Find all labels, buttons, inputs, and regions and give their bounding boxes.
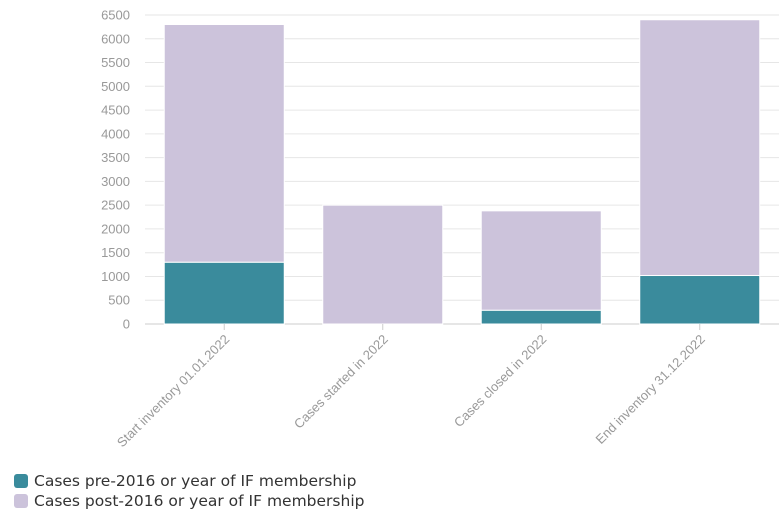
bar-segment-pre-2016[interactable] xyxy=(163,261,285,325)
bar-segment-post-2016[interactable] xyxy=(480,210,602,311)
legend: Cases pre-2016 or year of IF membership … xyxy=(14,471,364,511)
y-tick-label: 0 xyxy=(123,317,130,332)
legend-label-post-2016: Cases post-2016 or year of IF membership xyxy=(34,492,365,510)
x-tick-label: Cases closed in 2022 xyxy=(451,332,550,431)
y-tick-label: 5500 xyxy=(101,55,130,70)
y-tick-label: 4000 xyxy=(101,126,130,141)
x-tick-label: Start inventory 01.01.2022 xyxy=(114,332,232,450)
legend-swatch-post-2016 xyxy=(14,494,28,508)
y-tick-label: 1500 xyxy=(101,245,130,260)
y-tick-label: 4500 xyxy=(101,103,130,118)
y-tick-label: 1000 xyxy=(101,269,130,284)
bar-segment-pre-2016[interactable] xyxy=(480,309,602,325)
bar-segment-post-2016[interactable] xyxy=(163,24,285,263)
y-axis: 0 500 1000 1500 2000 2500 3000 3500 4000 4500 5000… xyxy=(101,8,130,332)
y-tick-label: 500 xyxy=(108,293,130,308)
bar-segment-post-2016[interactable] xyxy=(639,19,761,277)
stacked-bar-chart: 0 500 1000 1500 2000 2500 3000 3500 4000 4500 5000… xyxy=(101,8,779,450)
y-tick-label: 6000 xyxy=(101,31,130,46)
x-tick-label: End inventory 31.12.2022 xyxy=(592,332,707,447)
y-tick-label: 6500 xyxy=(101,8,130,23)
bars xyxy=(163,19,761,325)
y-tick-label: 2000 xyxy=(101,221,130,236)
y-tick-label: 3500 xyxy=(101,150,130,165)
legend-item-pre-2016[interactable]: Cases pre-2016 or year of IF membership xyxy=(14,471,364,491)
y-tick-label: 3000 xyxy=(101,174,130,189)
bar-segment-post-2016[interactable] xyxy=(322,204,444,325)
legend-swatch-pre-2016 xyxy=(14,474,28,488)
x-axis: Start inventory 01.01.2022 Cases started … xyxy=(114,324,708,450)
legend-label-pre-2016: Cases pre-2016 or year of IF membership xyxy=(34,472,357,490)
y-tick-label: 2500 xyxy=(101,198,130,213)
legend-item-post-2016[interactable]: Cases post-2016 or year of IF membership xyxy=(14,491,364,511)
y-tick-label: 5000 xyxy=(101,79,130,94)
bar-segment-pre-2016[interactable] xyxy=(639,275,761,325)
x-tick-label: Cases started in 2022 xyxy=(291,332,391,432)
